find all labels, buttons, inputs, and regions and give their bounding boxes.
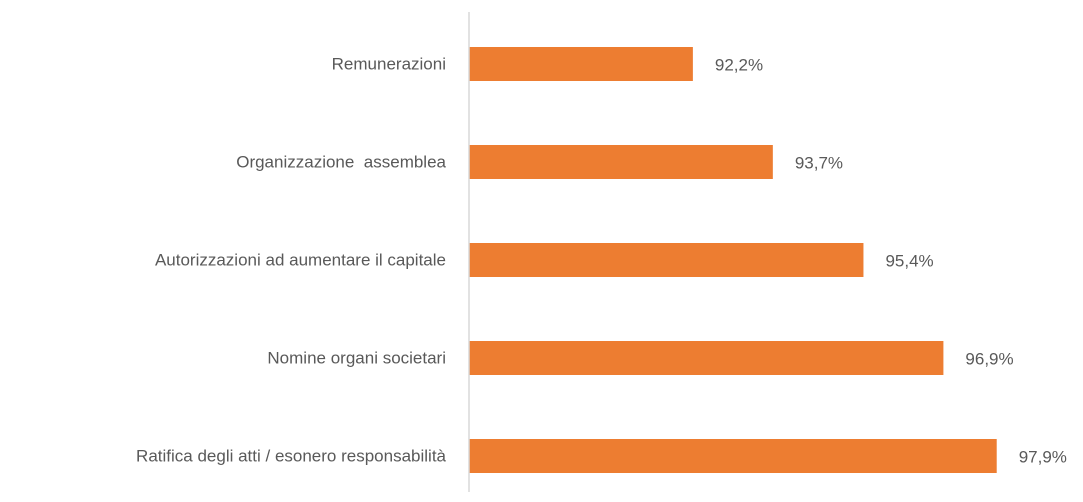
data-label: 95,4%: [885, 251, 933, 270]
bar: [469, 243, 864, 277]
y-tick-label: Nomine organi societari: [267, 348, 446, 367]
y-tick-label: Organizzazione assemblea: [236, 152, 446, 171]
y-tick-label: Ratifica degli atti / esonero responsabi…: [136, 446, 446, 465]
data-label: 96,9%: [965, 349, 1013, 368]
y-tick-label: Remunerazioni: [332, 54, 446, 73]
y-tick-label: Autorizzazioni ad aumentare il capitale: [155, 250, 446, 269]
bar: [469, 47, 693, 81]
data-label: 97,9%: [1019, 447, 1067, 466]
data-label: 93,7%: [795, 153, 843, 172]
bar: [469, 439, 997, 473]
bar: [469, 341, 944, 375]
bar: [469, 145, 773, 179]
data-label: 92,2%: [715, 55, 763, 74]
